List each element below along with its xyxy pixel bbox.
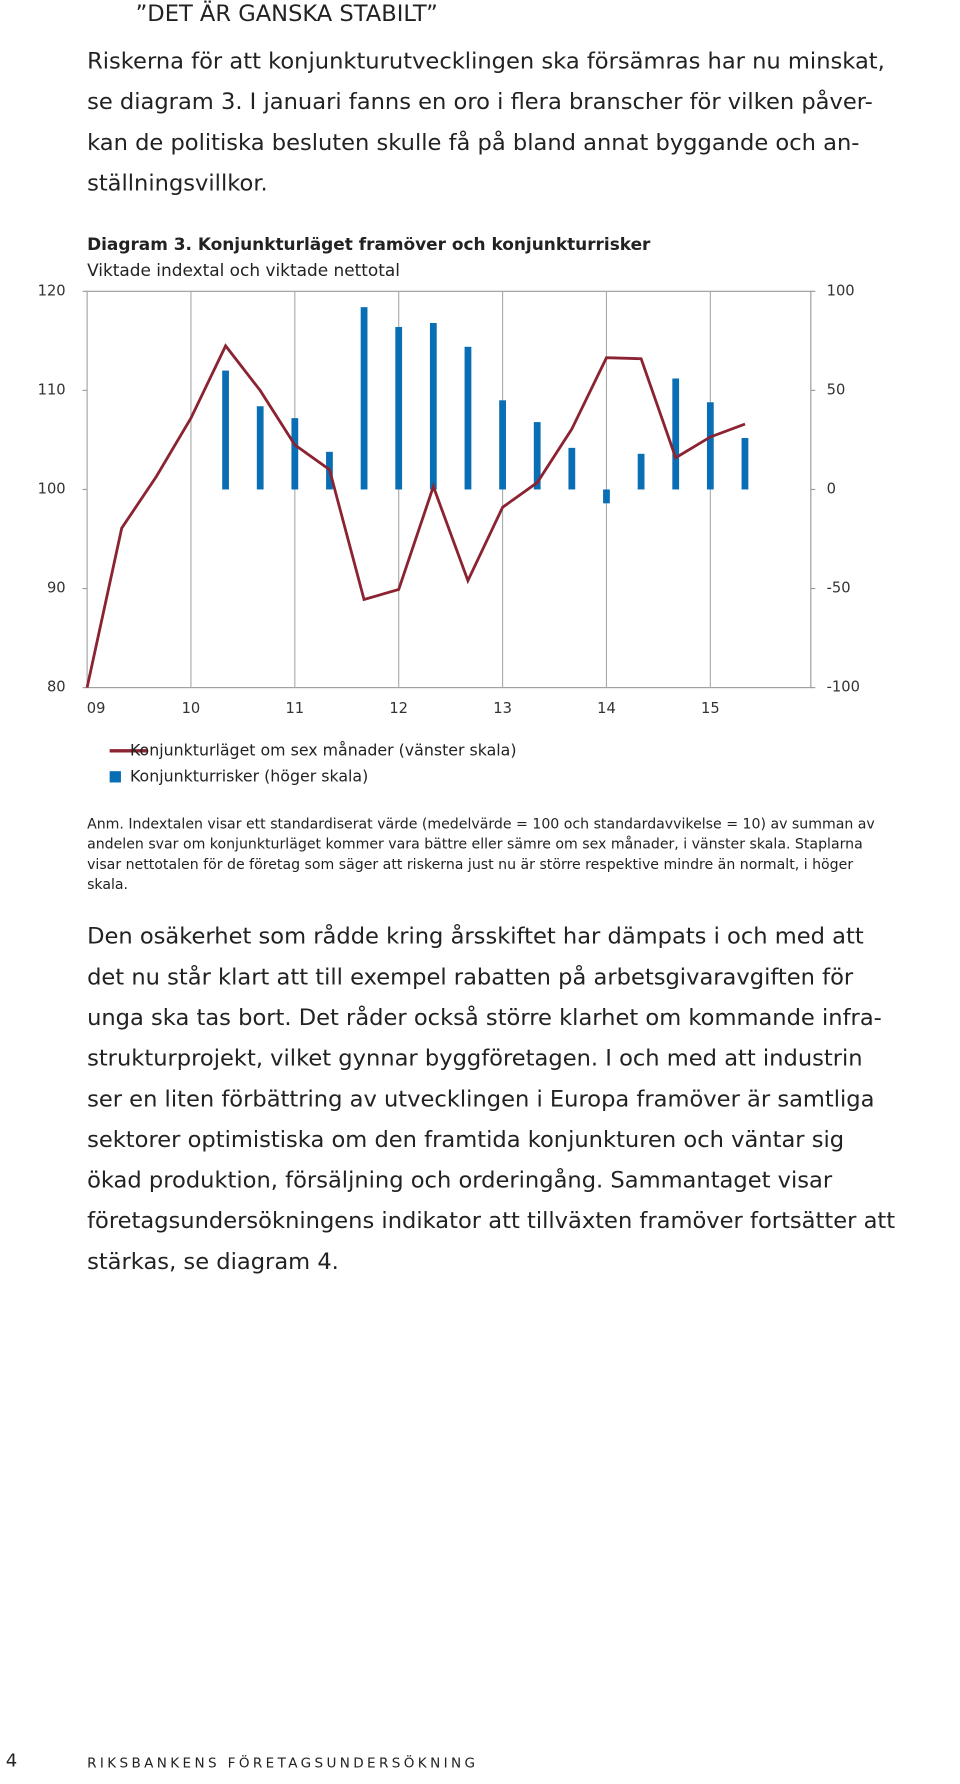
- x-tick-label: 15: [701, 700, 720, 717]
- bar: [672, 378, 680, 490]
- bar: [429, 323, 437, 490]
- x-tick-label: 13: [493, 700, 512, 717]
- paragraph-line: se diagram 3. I januari fanns en oro i f…: [87, 87, 873, 115]
- note-line: andelen svar om konjunkturläget kommer v…: [87, 836, 863, 853]
- bar: [706, 402, 714, 490]
- bar: [499, 400, 506, 490]
- paragraph-line: stärkas, se diagram 4.: [87, 1249, 339, 1275]
- legend-label: Konjunkturläget om sex månader (vänster …: [130, 740, 517, 759]
- paragraph-line: kan de politiska besluten skulle få på b…: [87, 128, 859, 156]
- paragraph-line: det nu står klart att till exempel rabat…: [87, 962, 854, 990]
- x-tick-label: 14: [597, 700, 616, 717]
- bar: [637, 453, 645, 490]
- chart-title: Diagram 3. Konjunkturläget framöver och …: [87, 234, 651, 254]
- bar: [568, 447, 576, 490]
- bar: [464, 346, 472, 490]
- paragraph-line: företagsundersökningens indikator att ti…: [87, 1208, 895, 1234]
- y2-tick-label: -50: [827, 580, 851, 597]
- y-tick-label: 100: [38, 480, 66, 497]
- note-line: visar nettotalen för de företag som säge…: [87, 857, 853, 873]
- y2-tick-label: 100: [827, 282, 855, 299]
- y-tick-label: 90: [47, 580, 66, 597]
- plot-frame: [86, 290, 812, 689]
- bar: [603, 489, 610, 504]
- bar: [291, 418, 299, 490]
- x-tick-label: 09: [87, 700, 106, 717]
- y2-tick-label: 50: [827, 381, 846, 398]
- y-tick-label: 80: [47, 679, 66, 696]
- bar: [533, 422, 541, 490]
- legend-label: Konjunkturrisker (höger skala): [130, 766, 368, 785]
- chart-subtitle: Viktade indextal och viktade nettotal: [87, 260, 400, 280]
- line: [85, 343, 746, 688]
- x-tick-label: 10: [182, 700, 201, 717]
- legend-swatch: [109, 771, 121, 783]
- paragraph-line: sektorer optimistiska om den framtida ko…: [87, 1127, 844, 1153]
- bar: [222, 370, 229, 490]
- page-number: 4: [6, 1750, 17, 1771]
- y2-tick-label: 0: [827, 480, 836, 497]
- paragraph-line: ökad produktion, försäljning och orderin…: [87, 1166, 833, 1194]
- x-tick-label: 11: [285, 700, 304, 717]
- bar: [395, 326, 403, 490]
- bar: [256, 406, 264, 490]
- bar: [360, 307, 368, 490]
- x-tick-label: 12: [389, 700, 408, 717]
- y2-tick-label: -100: [827, 679, 860, 696]
- note-line: skala.: [87, 877, 128, 893]
- paragraph-line: strukturprojekt, vilket gynnar byggföret…: [87, 1046, 863, 1072]
- paragraph-line: ser en liten förbättring av utvecklingen…: [87, 1086, 874, 1112]
- y-tick-label: 110: [38, 381, 66, 398]
- heading: ”DET ÄR GANSKA STABILT”: [136, 0, 438, 27]
- paragraph-line: Riskerna för att konjunkturutvecklingen …: [87, 49, 885, 75]
- paragraph-line: ställningsvillkor.: [87, 171, 268, 197]
- footer-text: RIKSBANKENS FÖRETAGSUNDERSÖKNING: [87, 1754, 478, 1772]
- paragraph-line: unga ska tas bort. Det råder också störr…: [87, 1003, 882, 1031]
- bar: [741, 437, 749, 490]
- note-line: Anm. Indextalen visar ett standardiserat…: [87, 816, 875, 832]
- y-tick-label: 120: [38, 282, 66, 299]
- paragraph-line: Den osäkerhet som rådde kring årsskiftet…: [87, 922, 864, 950]
